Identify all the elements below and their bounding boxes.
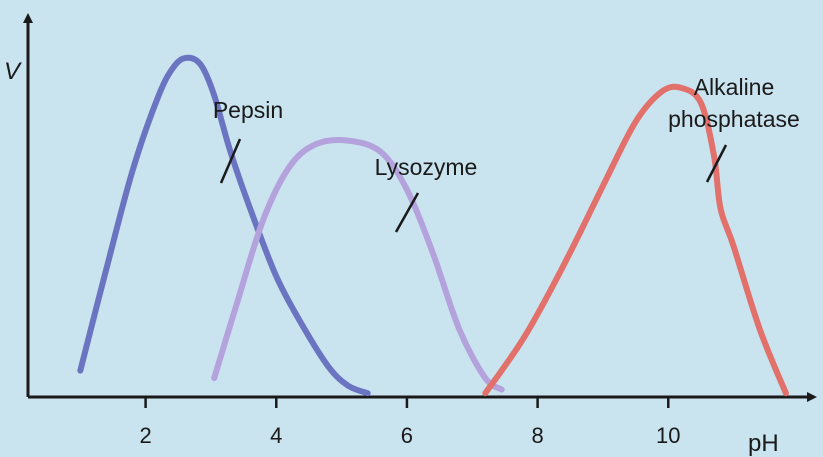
- annotation-alkaline-phosphatase-leader-line: [705, 144, 728, 183]
- annotation-pepsin-label: Pepsin: [213, 97, 283, 123]
- annotation-alkaline-phosphatase-label-line-2: phosphatase: [668, 106, 800, 132]
- annotations: Pepsin Lysozyme Alkaline phosphatase: [213, 74, 800, 233]
- series-lines: [77, 54, 789, 397]
- x-tick-label-2: 2: [139, 423, 151, 448]
- x-tick-label-8: 8: [531, 423, 543, 448]
- x-tick-label-4: 4: [270, 423, 282, 448]
- annotation-alkaline-phosphatase-label-line-1: Alkaline: [694, 74, 775, 100]
- y-axis-label: V: [4, 58, 22, 85]
- x-tick-label-6: 6: [401, 423, 413, 448]
- series-line-pepsin: [77, 54, 371, 397]
- x-axis-label: pH: [748, 430, 779, 457]
- x-ticks: 2 4 6 8 10: [139, 398, 681, 448]
- series-line-lysozyme: [211, 137, 505, 393]
- annotation-lysozyme-leader-line: [394, 192, 420, 233]
- annotation-pepsin-leader-line: [219, 138, 242, 184]
- annotation-lysozyme-label: Lysozyme: [375, 154, 478, 180]
- series-line-alkaline-phosphatase: [482, 83, 789, 397]
- axes: [23, 13, 817, 402]
- x-tick-label-10: 10: [656, 423, 680, 448]
